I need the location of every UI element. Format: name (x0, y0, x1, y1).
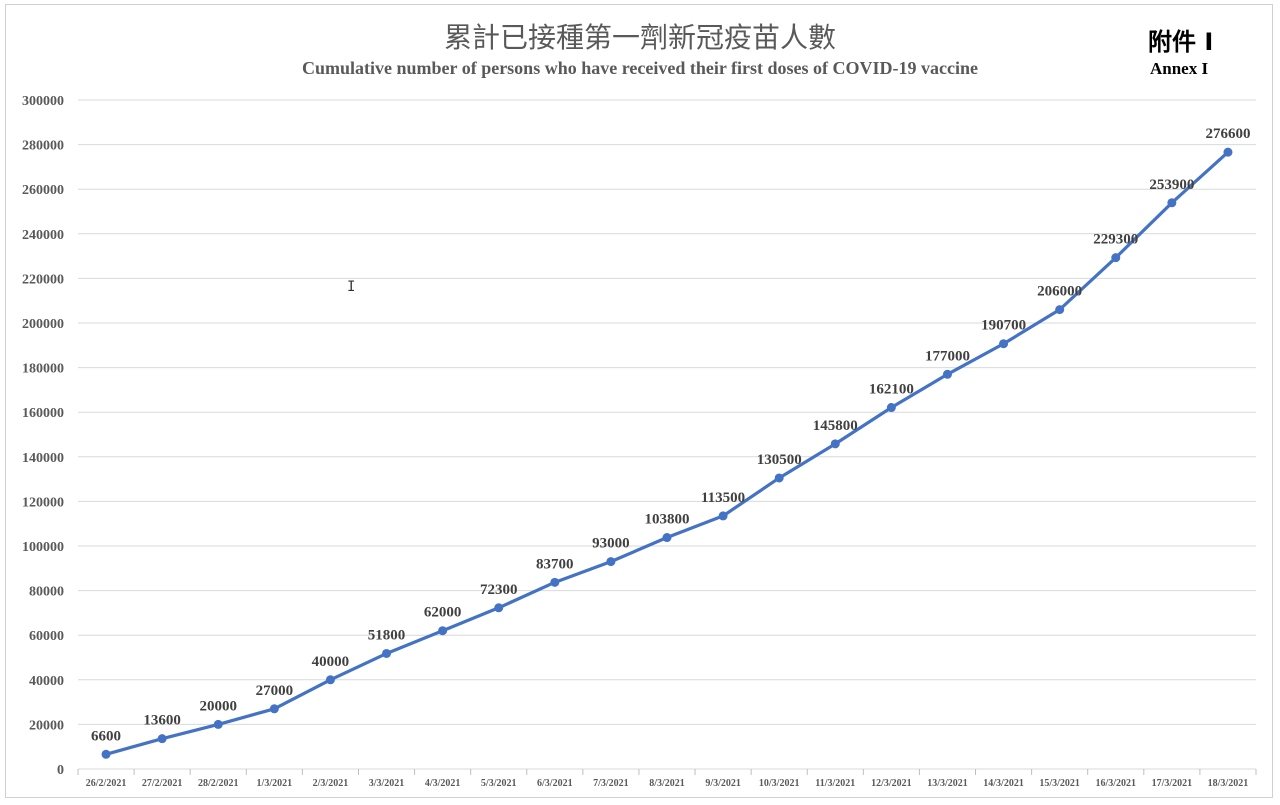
y-axis: 0 20000 40000 60000 80000 100000 120000 140000 1… (22, 94, 64, 778)
chart-title-chinese: 累計已接種第一劑新冠疫苗人數 (443, 21, 836, 54)
y-tick-label: 220000 (22, 272, 64, 287)
x-tick-label: 14/3/2021 (983, 778, 1024, 789)
x-axis: 26/2/2021 27/2/2021 28/2/2021 1/3/2021 2/3/2… (77, 769, 1257, 789)
y-tick-label: 80000 (29, 585, 64, 600)
y-tick-label: 100000 (22, 540, 64, 555)
data-labels: 6600 13600 20000 27000 40000 51800 62000 72300 8… (91, 126, 1250, 744)
data-label: 113500 (701, 490, 745, 506)
data-point (718, 511, 728, 521)
data-label: 40000 (312, 654, 350, 670)
data-label: 177000 (925, 348, 970, 364)
x-tick-label: 17/3/2021 (1152, 778, 1193, 789)
y-tick-label: 60000 (29, 629, 64, 644)
x-tick-label: 27/2/2021 (142, 778, 183, 789)
y-tick-label: 160000 (22, 406, 64, 421)
data-point (157, 734, 167, 744)
data-label: 20000 (199, 698, 237, 714)
data-label: 130500 (757, 452, 802, 468)
series-polyline (105, 150, 1230, 756)
data-points (101, 147, 1233, 759)
data-point (1111, 253, 1121, 263)
y-tick-label: 300000 (22, 94, 64, 109)
y-tick-label: 120000 (22, 495, 64, 510)
x-tick-label: 16/3/2021 (1095, 778, 1136, 789)
data-label: 93000 (592, 536, 630, 552)
data-label: 162100 (869, 382, 914, 398)
data-label: 103800 (645, 512, 690, 528)
series-line (105, 150, 1230, 756)
chart-title-english: Cumulative number of persons who have re… (302, 58, 978, 78)
data-point (438, 626, 448, 636)
data-point (662, 533, 672, 543)
data-point (606, 557, 616, 567)
data-label: 83700 (536, 556, 574, 572)
y-tick-label: 40000 (29, 674, 64, 689)
x-tick-label: 3/3/2021 (369, 778, 405, 789)
data-point (774, 473, 784, 483)
x-tick-label: 4/3/2021 (425, 778, 461, 789)
y-tick-label: 280000 (22, 139, 64, 154)
x-tick-label: 15/3/2021 (1039, 778, 1080, 789)
data-label: 27000 (256, 683, 294, 699)
data-point (550, 577, 560, 587)
data-point (1223, 147, 1233, 157)
data-label: 145800 (813, 418, 858, 434)
data-point (101, 749, 111, 759)
y-tick-label: 200000 (22, 317, 64, 332)
data-point (494, 603, 504, 613)
data-label: 206000 (1037, 284, 1082, 300)
x-tick-label: 12/3/2021 (871, 778, 912, 789)
data-label: 51800 (368, 627, 406, 643)
x-tick-label: 7/3/2021 (593, 778, 629, 789)
gridlines (78, 99, 1256, 770)
data-label: 253900 (1149, 177, 1194, 193)
data-point (1055, 305, 1065, 315)
data-label: 190700 (981, 318, 1026, 334)
data-point (999, 339, 1009, 349)
x-tick-label: 9/3/2021 (705, 778, 741, 789)
data-point (382, 648, 392, 658)
data-label: 62000 (424, 605, 462, 621)
x-tick-label: 2/3/2021 (313, 778, 349, 789)
annex-label-english: Annex I (1150, 59, 1209, 78)
data-point (325, 675, 335, 685)
data-point (269, 704, 279, 714)
x-tick-label: 18/3/2021 (1208, 778, 1249, 789)
x-tick-label: 11/3/2021 (815, 778, 855, 789)
x-tick-label: 13/3/2021 (927, 778, 968, 789)
data-point (1167, 198, 1177, 208)
y-tick-label: 180000 (22, 362, 64, 377)
x-tick-label: 28/2/2021 (198, 778, 239, 789)
data-label: 13600 (143, 713, 181, 729)
chart-frame (5, 4, 1273, 798)
x-tick-label: 26/2/2021 (86, 778, 127, 789)
y-tick-label: 240000 (22, 228, 64, 243)
data-label: 229300 (1093, 232, 1138, 248)
y-tick-label: 20000 (29, 718, 64, 733)
y-tick-label: 0 (57, 763, 64, 778)
data-label: 72300 (480, 582, 518, 598)
data-label: 276600 (1205, 126, 1250, 142)
x-tick-label: 6/3/2021 (537, 778, 573, 789)
text-cursor-icon: I (347, 279, 356, 295)
x-tick-label: 1/3/2021 (257, 778, 293, 789)
data-point (942, 369, 952, 379)
y-tick-label: 140000 (22, 451, 64, 466)
x-tick-label: 8/3/2021 (649, 778, 685, 789)
x-tick-label: 5/3/2021 (481, 778, 517, 789)
data-label: 6600 (91, 728, 121, 744)
annex-label-chinese: 附件 I (1148, 28, 1214, 56)
x-tick-label: 10/3/2021 (759, 778, 800, 789)
data-point (830, 439, 840, 449)
data-point (886, 403, 896, 413)
y-tick-label: 260000 (22, 183, 64, 198)
data-point (213, 719, 223, 729)
